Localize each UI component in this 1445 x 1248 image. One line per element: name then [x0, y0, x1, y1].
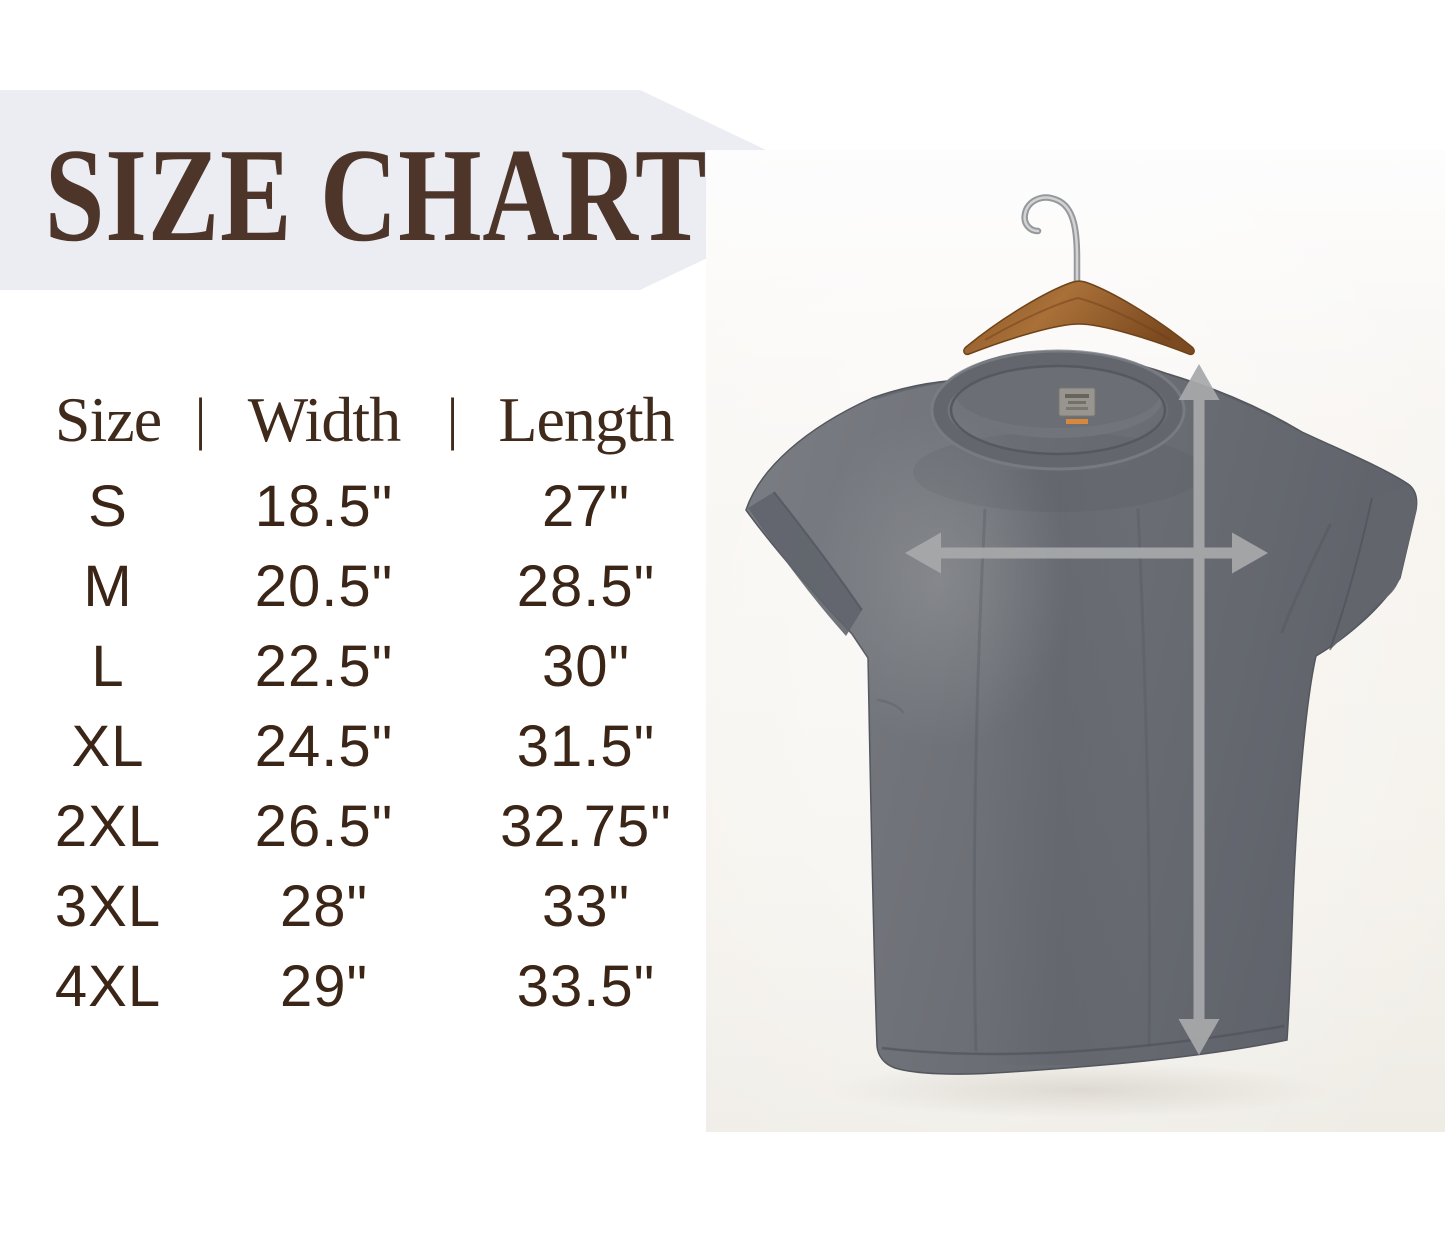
size-cell: 3XL [54, 874, 162, 939]
table-row: S 18.5" 27" [20, 467, 720, 547]
length-arrow-icon [1178, 364, 1220, 1055]
header-separator: | [194, 386, 207, 452]
table-row: 3XL 28" 33" [20, 867, 720, 947]
width-cell: 20.5" [254, 554, 394, 619]
width-cell: 22.5" [254, 634, 394, 699]
table-row: XL 24.5" 31.5" [20, 707, 720, 787]
header-size: Size [54, 384, 162, 455]
width-arrow-icon [905, 532, 1268, 574]
page-title: SIZE CHART [44, 121, 708, 269]
size-cell: M [83, 554, 133, 619]
table-row: M 20.5" 28.5" [20, 547, 720, 627]
width-cell: 26.5" [254, 794, 394, 859]
size-cell: XL [71, 714, 145, 779]
tshirt-photo [706, 150, 1445, 1132]
length-cell: 30" [541, 634, 631, 699]
table-body: S 18.5" 27" M 20.5" 28.5" L 22.5" 30" XL… [20, 467, 720, 1027]
header-length: Length [498, 384, 674, 455]
length-cell: 31.5" [516, 714, 656, 779]
header-width: Width [247, 384, 401, 455]
table-row: 4XL 29" 33.5" [20, 947, 720, 1027]
hanger-icon [963, 280, 1195, 356]
table-row: L 22.5" 30" [20, 627, 720, 707]
measurement-arrows [905, 364, 1268, 1055]
width-cell: 18.5" [254, 474, 394, 539]
neck-label [1058, 387, 1096, 424]
width-cell: 24.5" [254, 714, 394, 779]
size-cell: L [91, 634, 125, 699]
shirt-shadow [830, 1062, 1330, 1118]
size-table: Size Width Length | | S 18.5" 27" M 20.5… [20, 383, 720, 1027]
width-cell: 29" [279, 954, 369, 1019]
header-separator: | [446, 386, 459, 452]
length-cell: 27" [541, 474, 631, 539]
length-cell: 33.5" [516, 954, 656, 1019]
length-cell: 28.5" [516, 554, 656, 619]
table-header: Size Width Length | | [20, 383, 720, 457]
tshirt-graphic [706, 150, 1445, 1132]
length-cell: 33" [541, 874, 631, 939]
table-row: 2XL 26.5" 32.75" [20, 787, 720, 867]
collar [930, 349, 1186, 471]
size-cell: S [88, 474, 128, 539]
size-cell: 4XL [54, 954, 162, 1019]
hanger-hook-icon [1021, 194, 1081, 306]
length-cell: 32.75" [500, 794, 672, 859]
width-cell: 28" [279, 874, 369, 939]
size-cell: 2XL [54, 794, 162, 859]
